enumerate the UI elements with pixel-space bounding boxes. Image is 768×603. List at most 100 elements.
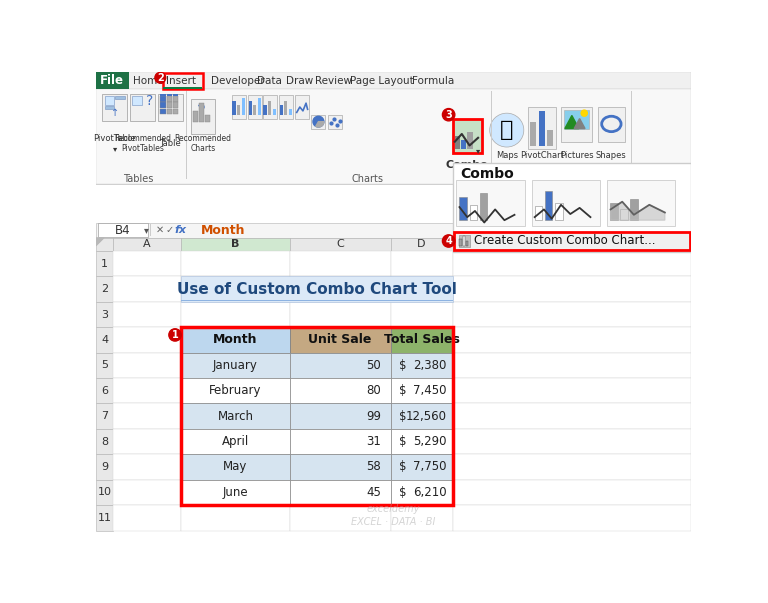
Bar [181, 480, 290, 505]
Bar [232, 95, 246, 119]
Bar [113, 480, 181, 505]
Text: 50: 50 [366, 359, 381, 372]
Bar [290, 403, 390, 429]
Bar [181, 505, 290, 531]
Bar [96, 89, 691, 184]
Text: Recommended
Charts: Recommended Charts [174, 133, 231, 153]
Bar [290, 276, 390, 302]
Text: April: April [222, 435, 249, 448]
Bar [96, 353, 113, 378]
Bar [242, 98, 245, 115]
Polygon shape [565, 116, 579, 128]
Bar [452, 238, 691, 251]
Bar [452, 403, 691, 429]
Text: 99: 99 [366, 409, 381, 423]
Bar [528, 107, 555, 150]
Bar [290, 238, 390, 251]
Bar [199, 103, 204, 122]
Text: ▾: ▾ [476, 146, 480, 154]
Bar [104, 106, 114, 109]
Bar [181, 403, 290, 429]
Circle shape [155, 72, 166, 83]
Bar [390, 251, 452, 276]
Text: Unit Sale: Unit Sale [309, 333, 372, 347]
Bar [96, 403, 113, 429]
Bar [390, 276, 452, 302]
Bar [96, 429, 113, 454]
Text: exceldemy
EXCEL · DATA · BI: exceldemy EXCEL · DATA · BI [352, 504, 435, 526]
Text: 4: 4 [101, 335, 108, 345]
Bar [290, 327, 390, 353]
Bar [390, 429, 452, 454]
Bar [268, 101, 271, 115]
Bar [290, 353, 390, 378]
Bar [237, 106, 240, 115]
Text: Combo: Combo [460, 167, 514, 181]
Bar [130, 94, 155, 121]
Bar [98, 223, 148, 237]
Bar [181, 454, 290, 480]
Bar [113, 353, 181, 378]
Text: Draw: Draw [286, 76, 313, 86]
Bar [290, 251, 390, 276]
Bar [390, 378, 452, 403]
Bar [535, 206, 542, 220]
Text: June: June [223, 486, 248, 499]
Bar [248, 95, 262, 119]
Text: $: $ [399, 409, 406, 423]
Text: 6,210: 6,210 [412, 486, 446, 499]
Text: PivotChart: PivotChart [520, 151, 564, 160]
Bar [312, 115, 326, 128]
Bar [390, 353, 452, 378]
Circle shape [490, 113, 524, 147]
Bar [452, 378, 691, 403]
Bar [181, 327, 452, 505]
Bar [253, 106, 257, 115]
Bar [390, 327, 452, 353]
Bar [610, 203, 617, 220]
Bar [163, 73, 203, 89]
Bar [233, 101, 236, 115]
Bar [295, 95, 310, 119]
Bar [328, 115, 342, 128]
Bar [452, 327, 691, 353]
Bar [290, 505, 390, 531]
Text: $: $ [399, 359, 406, 372]
Bar [452, 276, 691, 302]
Bar [113, 454, 181, 480]
Bar [181, 429, 290, 454]
Bar [181, 378, 290, 403]
Bar [554, 203, 562, 220]
Bar [173, 103, 178, 108]
Bar [167, 96, 172, 102]
Bar [390, 429, 452, 454]
Text: Data: Data [257, 76, 282, 86]
Bar [452, 480, 691, 505]
Circle shape [169, 329, 181, 341]
Text: ✓: ✓ [166, 225, 174, 235]
Bar [462, 236, 465, 245]
Bar [186, 91, 187, 179]
Bar [113, 378, 181, 403]
Bar [181, 300, 452, 301]
Text: fx: fx [174, 225, 187, 235]
Text: Developer: Developer [210, 76, 264, 86]
Bar [390, 302, 452, 327]
Text: File: File [101, 74, 124, 87]
Bar [390, 505, 452, 531]
Bar [167, 94, 172, 96]
Text: 45: 45 [366, 486, 381, 499]
Bar [630, 198, 637, 220]
Text: 6: 6 [101, 386, 108, 396]
Wedge shape [316, 122, 324, 127]
Text: 1: 1 [172, 330, 178, 340]
Bar [531, 180, 600, 226]
Bar [390, 480, 452, 505]
Bar [547, 130, 553, 145]
Bar [390, 378, 452, 403]
Text: Month: Month [214, 333, 258, 347]
Bar [561, 107, 592, 142]
Bar [459, 239, 462, 245]
Bar [173, 109, 178, 114]
Text: ?: ? [197, 103, 206, 121]
